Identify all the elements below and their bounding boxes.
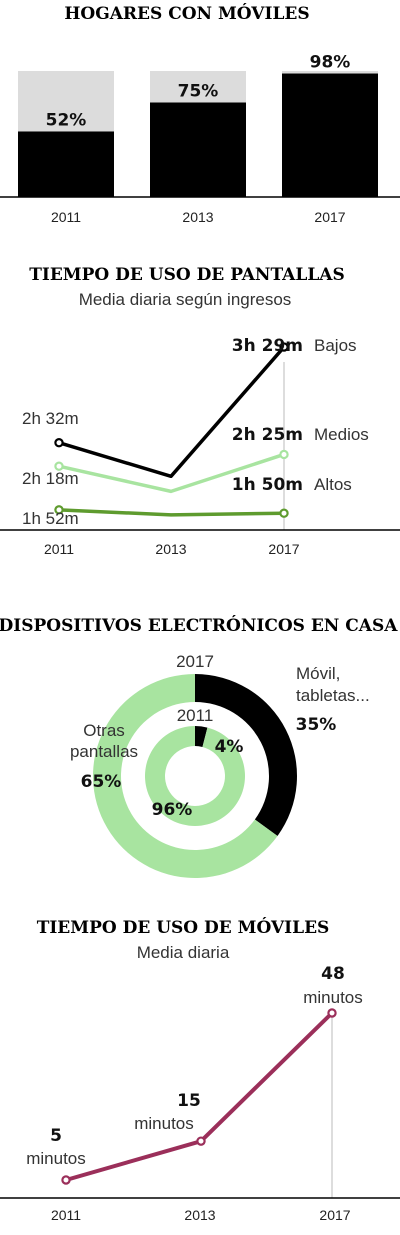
chart4-value-2011: 5 <box>50 1126 62 1146</box>
chart3-value-other-2017: 65% <box>81 772 122 792</box>
chart-dispositivos-electronicos: DISPOSITIVOS ELECTRÓNICOS EN CASA 2017 2… <box>0 615 398 878</box>
bar-2017 <box>282 73 378 197</box>
slice-2011-otras <box>144 726 245 826</box>
bar-value-label-2013: 75% <box>178 82 219 102</box>
point-moviles-2011 <box>61 1175 71 1185</box>
chart3-value-mobile-2017: 35% <box>296 715 337 735</box>
chart2-label-bajos-2017: 3h 29m <box>232 336 303 356</box>
chart2-label-medios-2017: 2h 25m <box>232 425 303 445</box>
chart4-subtitle: Media diaria <box>137 943 230 962</box>
chart2-name-altos: Altos <box>314 475 352 494</box>
chart2-title: TIEMPO DE USO DE PANTALLAS <box>29 265 345 285</box>
slice-2017-otras <box>93 674 278 878</box>
chart2-tick-2011: 2011 <box>44 541 74 557</box>
chart2-name-bajos: Bajos <box>314 336 357 355</box>
point-bajos-2011 <box>54 438 64 448</box>
chart2-tick-2013: 2013 <box>155 541 186 557</box>
chart3-rings <box>93 674 298 878</box>
point-altos-2011 <box>54 505 64 515</box>
point-moviles-2013 <box>196 1136 206 1146</box>
line-series-bajos <box>58 345 286 479</box>
chart4-tick-2017: 2017 <box>319 1207 350 1223</box>
chart-hogares-con-moviles: HOGARES CON MÓVILES 52%75%98% 2011 2013 … <box>0 3 400 225</box>
bar-2013 <box>150 102 246 197</box>
chart4-unit-2011: minutos <box>26 1149 86 1168</box>
line-series-altos <box>58 508 285 517</box>
slice-2017-moviles <box>195 674 298 836</box>
chart2-label-bajos-2011: 2h 32m <box>22 409 79 428</box>
chart2-label-altos-2011: 1h 52m <box>22 509 79 528</box>
point-medios-2011 <box>54 461 64 471</box>
chart4-title: TIEMPO DE USO DE MÓVILES <box>37 917 330 938</box>
chart4-unit-2017: minutos <box>303 988 363 1007</box>
chart1-tick-2017: 2017 <box>314 209 345 225</box>
chart1-bars: 52% 75% 98% <box>18 53 378 197</box>
line-series-medios <box>58 452 285 494</box>
chart2-label-medios-2011: 2h 18m <box>22 469 79 488</box>
bar-2011 <box>18 131 114 197</box>
point-moviles-2017 <box>327 1008 337 1018</box>
chart3-value-other-2011: 96% <box>152 800 193 820</box>
chart2-tick-2017: 2017 <box>268 541 299 557</box>
chart2-subtitle: Media diaria según ingresos <box>79 290 292 309</box>
chart3-value-mobile-2011: 4% <box>215 737 244 757</box>
chart3-ring-label-2017: 2017 <box>176 652 214 671</box>
chart2-lines <box>54 342 289 518</box>
point-medios-2017 <box>279 449 289 460</box>
chart3-label-mobile-line1: Móvil, <box>296 664 340 683</box>
chart3-label-other-line2: pantallas <box>70 742 138 761</box>
chart2-name-medios: Medios <box>314 425 369 444</box>
chart4-unit-2013: minutos <box>134 1114 194 1133</box>
chart4-value-2013: 15 <box>177 1091 201 1111</box>
chart1-title: HOGARES CON MÓVILES <box>64 3 309 24</box>
chart4-value-2017: 48 <box>321 964 345 984</box>
chart4-tick-2011: 2011 <box>51 1207 81 1223</box>
chart3-ring-label-2011: 2011 <box>177 706 214 725</box>
chart2-label-altos-2017: 1h 50m <box>232 475 303 495</box>
chart-tiempo-uso-moviles: TIEMPO DE USO DE MÓVILES Media diaria 20… <box>0 917 400 1223</box>
chart3-label-other-line1: Otras <box>83 721 125 740</box>
bar-value-label-2017: 98% <box>310 53 351 73</box>
point-altos-2017 <box>279 508 289 518</box>
point-bajos-2017 <box>279 342 289 352</box>
slice-2011-moviles <box>195 726 208 747</box>
chart4-tick-2013: 2013 <box>184 1207 215 1223</box>
bar-value-label-2011: 52% <box>46 110 87 130</box>
chart1-tick-2013: 2013 <box>182 209 213 225</box>
chart1-tick-2011: 2011 <box>51 209 81 225</box>
chart4-line <box>61 1008 337 1185</box>
chart3-label-mobile-line2: tabletas... <box>296 686 370 705</box>
chart3-title: DISPOSITIVOS ELECTRÓNICOS EN CASA <box>0 615 398 636</box>
chart-tiempo-uso-pantallas: TIEMPO DE USO DE PANTALLAS Media diaria … <box>0 265 400 557</box>
